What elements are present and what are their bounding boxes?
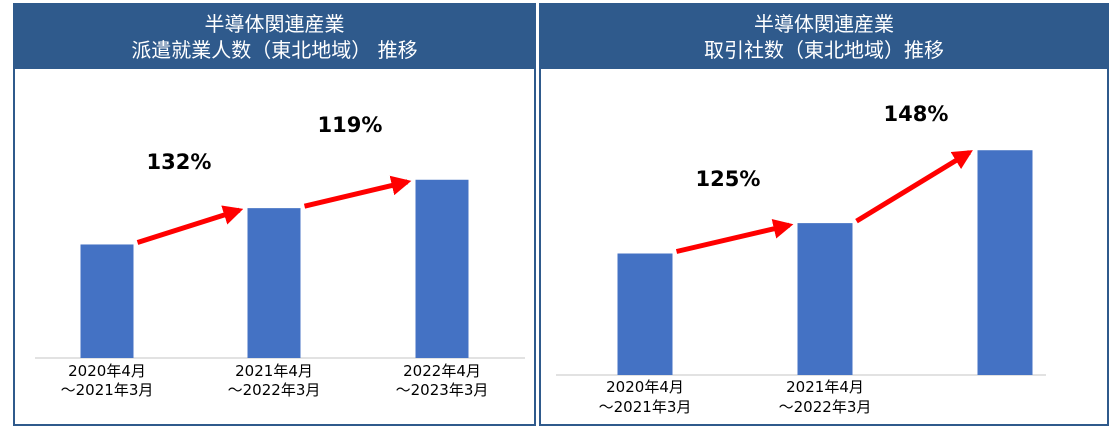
x-tick-label: 2020年4月: [606, 378, 684, 396]
chart-title: 半導体関連産業: [754, 12, 894, 36]
x-tick-label: 2020年4月: [68, 362, 146, 380]
growth-label: 148%: [884, 102, 949, 126]
x-tick-label: ～2023年3月: [396, 381, 489, 399]
growth-label: 132%: [147, 150, 212, 174]
x-tick-label: ～2022年3月: [228, 381, 321, 399]
bar: [80, 244, 134, 358]
x-tick-label: ～2021年3月: [599, 398, 692, 416]
x-tick-label: 2021年4月: [786, 378, 864, 396]
chart-title: 半導体関連産業: [204, 12, 345, 36]
x-tick-label: 2022年4月: [403, 362, 481, 380]
x-tick-label: ～2021年3月: [61, 381, 154, 399]
chart-header: 半導体関連産業 派遣就業人数（東北地域） 推移: [15, 5, 534, 69]
growth-arrow: [675, 219, 794, 254]
bar: [977, 150, 1033, 375]
chart-panel-dispatch-workers: 半導体関連産業 派遣就業人数（東北地域） 推移 2020年4月 ～2021年3月 2…: [13, 3, 536, 426]
bar: [797, 223, 853, 375]
bar-chart-client-companies: 2020年4月 ～2021年3月 2021年4月 ～2022年3月 125% 148%: [556, 102, 1046, 416]
bar: [415, 179, 469, 358]
growth-label: 119%: [318, 113, 383, 137]
bar-chart-dispatch-workers: 2020年4月～2021年3月 2021年4月～2022年3月 2022年4月～20…: [35, 113, 525, 399]
chart-panel-client-companies: 半導体関連産業 取引社数（東北地域）推移 2020年4月 ～2021年3月 2021…: [539, 3, 1109, 426]
growth-arrow: [855, 150, 973, 224]
chart-header: 半導体関連産業 取引社数（東北地域）推移: [541, 5, 1107, 69]
x-tick-label: 2021年4月: [235, 362, 313, 380]
x-tick-label: ～2022年3月: [779, 398, 872, 416]
growth-arrow: [136, 205, 244, 245]
chart-subtitle: 派遣就業人数（東北地域） 推移: [131, 38, 418, 62]
growth-arrow: [303, 175, 412, 209]
chart-subtitle: 取引社数（東北地域）推移: [704, 38, 944, 62]
bar: [247, 208, 301, 358]
bar: [617, 253, 673, 375]
growth-label: 125%: [696, 167, 761, 191]
